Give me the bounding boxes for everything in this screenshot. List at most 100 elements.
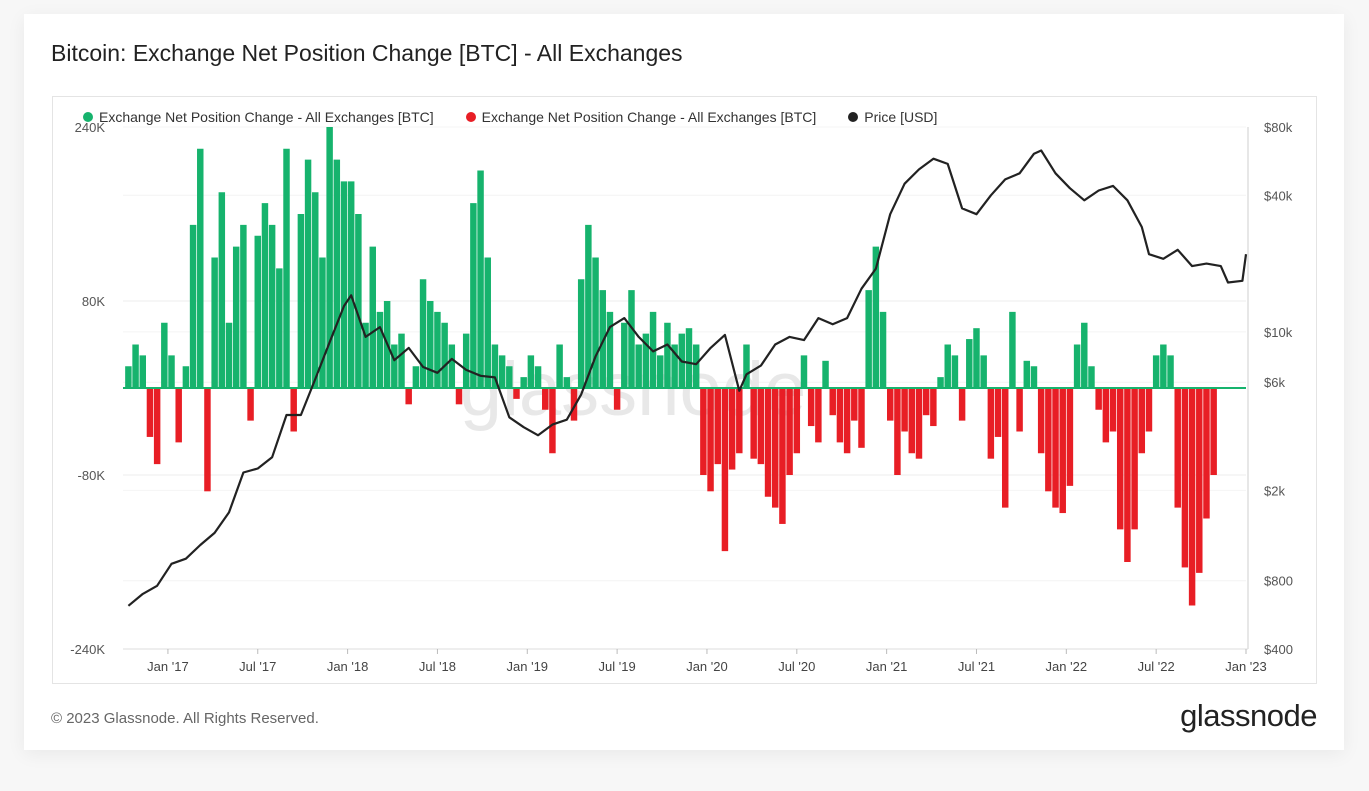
outflow-bar [1001,388,1009,508]
legend-item-price[interactable]: Price [USD] [848,109,937,125]
outflow-bar [779,388,786,524]
inflow-bar [664,322,671,388]
inflow-bar [621,322,628,388]
outflow-bar [1016,388,1023,432]
legend: Exchange Net Position Change - All Excha… [83,109,969,125]
outflow-bar [793,388,801,454]
inflow-bar [685,328,693,388]
inflow-bar [520,377,527,388]
outflow-bar [1181,388,1189,568]
outflow-bar [1188,388,1196,606]
outflow-bar [1037,388,1045,454]
outflow-bar [786,388,793,475]
inflow-bar [161,322,168,388]
inflow-bar [642,333,650,388]
outflow-bar [894,388,901,475]
outflow-bar [757,388,765,465]
x-tick-label: Jan '18 [327,659,369,674]
inflow-bar [470,203,477,388]
outflow-bar [829,388,836,416]
y-left-tick-label: 80K [82,294,105,309]
inflow-bar [347,181,355,388]
outflow-bar [513,388,520,399]
y-right-tick-label: $2k [1264,483,1285,498]
y-left-tick-label: -80K [78,468,106,483]
inflow-bar [635,344,642,388]
inflow-bar [139,355,146,388]
outflow-bar [549,388,556,454]
outflow-bar [728,388,736,470]
legend-label: Exchange Net Position Change - All Excha… [481,109,817,125]
inflow-bar [966,339,973,388]
inflow-bar [132,344,139,388]
glassnode-logo[interactable]: glassnode [1180,698,1317,733]
inflow-bar [498,355,506,388]
outflow-bar [994,388,1002,437]
outflow-bar [930,388,937,427]
copyright-text: © 2023 Glassnode. All Rights Reserved. [51,710,319,727]
x-tick-label: Jan '22 [1046,659,1088,674]
outflow-bar [1095,388,1102,410]
inflow-bar [362,322,369,388]
price-layer [127,149,1248,607]
outflow-bar [772,388,779,508]
inflow-bar [527,355,535,388]
inflow-bar [218,192,226,388]
inflow-bar [189,224,197,388]
inflow-bar [182,366,190,388]
chart-panel: glassnode 240K 80K -80K -240K $80k $40k $10k $6… [52,96,1317,684]
outflow-bar [542,388,549,410]
inflow-bar [592,257,599,388]
outflow-bar [1066,388,1074,486]
chart-card: Bitcoin: Exchange Net Position Change [B… [24,14,1344,750]
outflow-bar [700,388,707,475]
inflow-bar [1073,344,1081,388]
outflow-bar [886,388,894,421]
inflow-bar [283,148,290,388]
outflow-bar [153,388,161,465]
inflow-bar [319,257,326,388]
inflow-bar [326,127,333,388]
inflow-bar [628,290,635,388]
outflow-bar [764,388,772,497]
inflow-bar [477,170,484,388]
x-tick-label: Jul '18 [419,659,456,674]
outflow-bar [815,388,822,443]
inflow-bar [563,377,571,388]
x-tick-label: Jul '21 [958,659,995,674]
outflow-bar [750,388,757,459]
outflow-bar [1210,388,1217,475]
inflow-bar [1167,355,1174,388]
inflow-bar [240,224,247,388]
inflow-bar [276,268,283,388]
inflow-bar [297,214,305,388]
outflow-bar [987,388,995,459]
chart-title: Bitcoin: Exchange Net Position Change [B… [51,40,683,66]
inflow-bar [879,311,887,388]
legend-label: Exchange Net Position Change - All Excha… [99,109,434,125]
outflow-bar [1116,388,1124,530]
inflow-bar [376,311,384,388]
inflow-bar [225,322,233,388]
inflow-bar [872,246,880,388]
inflow-bar [232,246,240,388]
legend-dot-green [83,112,93,122]
outflow-bar [204,388,211,492]
inflow-bar [800,355,808,388]
outflow-bar [901,388,908,432]
inflow-bar [412,366,420,388]
inflow-bar [448,344,456,388]
inflow-bar [951,355,959,388]
inflow-bar [865,290,872,388]
x-tick-label: Jan '19 [507,659,549,674]
y-right-tick-label: $40k [1264,188,1293,203]
inflow-bar [491,344,499,388]
inflow-bar [692,344,700,388]
inflow-bar [355,214,362,388]
bars-layer [125,127,1217,606]
x-tick-label: Jan '23 [1225,659,1267,674]
legend-item-inflow[interactable]: Exchange Net Position Change - All Excha… [83,109,434,125]
outflow-bar [851,388,858,421]
outflow-bar [1052,388,1059,508]
legend-item-outflow[interactable]: Exchange Net Position Change - All Excha… [465,109,817,125]
